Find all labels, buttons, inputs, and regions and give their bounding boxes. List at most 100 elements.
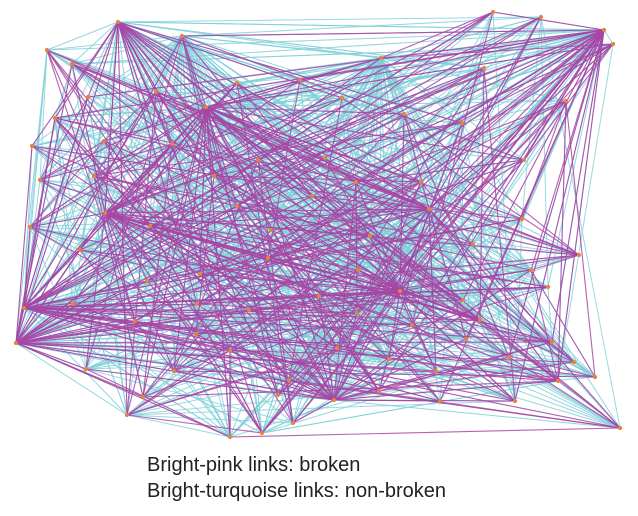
- broken-link: [229, 350, 335, 401]
- broken-link: [126, 106, 207, 416]
- broken-link: [134, 100, 567, 322]
- non-broken-link: [31, 29, 605, 147]
- non-broken-link: [355, 181, 390, 360]
- graph-node: [309, 193, 315, 199]
- graph-node: [13, 340, 19, 346]
- graph-node: [355, 267, 361, 273]
- broken-link: [267, 79, 301, 259]
- non-broken-link: [557, 43, 614, 382]
- graph-node: [69, 61, 75, 67]
- broken-link: [411, 324, 553, 343]
- broken-link: [54, 117, 290, 381]
- broken-link: [104, 97, 343, 214]
- broken-link: [530, 254, 580, 271]
- graph-node: [610, 41, 616, 47]
- broken-link: [181, 35, 313, 197]
- broken-link: [79, 249, 175, 372]
- graph-node: [83, 366, 89, 372]
- legend: Bright-pink links: broken Bright-turquoi…: [147, 452, 446, 504]
- graph-node: [234, 80, 240, 86]
- broken-link: [355, 181, 580, 256]
- graph-node: [144, 278, 150, 284]
- broken-link: [117, 21, 430, 210]
- broken-link: [104, 212, 559, 382]
- broken-link: [248, 29, 605, 311]
- broken-link: [428, 100, 567, 210]
- non-broken-link: [39, 179, 231, 438]
- broken-link: [23, 307, 413, 326]
- broken-link: [103, 91, 157, 142]
- non-broken-link: [104, 43, 614, 214]
- graph-node: [353, 179, 359, 185]
- broken-link: [181, 35, 215, 177]
- graph-node: [409, 322, 415, 328]
- network-graph: [13, 9, 623, 440]
- graph-node: [545, 284, 551, 290]
- graph-node: [519, 216, 525, 222]
- graph-node: [102, 210, 108, 216]
- broken-link: [23, 16, 542, 309]
- broken-link: [277, 67, 485, 396]
- broken-link: [318, 286, 549, 297]
- broken-link: [257, 11, 494, 161]
- non-broken-link: [341, 97, 532, 271]
- graph-node: [617, 425, 623, 431]
- non-broken-link: [547, 286, 553, 343]
- graph-node: [169, 141, 175, 147]
- graph-nodes: [13, 9, 623, 440]
- broken-link: [142, 113, 405, 398]
- non-broken-link: [411, 324, 596, 378]
- graph-node: [227, 434, 233, 440]
- graph-node: [386, 356, 392, 362]
- broken-link: [341, 97, 580, 256]
- broken-link: [229, 427, 621, 438]
- broken-link: [23, 280, 148, 309]
- graph-node: [115, 19, 121, 25]
- broken-link: [93, 175, 144, 398]
- non-broken-link: [380, 57, 463, 124]
- broken-link: [103, 57, 382, 142]
- broken-link: [93, 91, 157, 177]
- graph-node: [193, 331, 199, 337]
- graph-node: [401, 111, 407, 117]
- non-broken-link: [15, 342, 279, 396]
- broken-link: [103, 140, 263, 434]
- graph-node: [147, 223, 153, 229]
- graph-node: [538, 14, 544, 20]
- broken-link: [155, 91, 263, 434]
- broken-link: [23, 218, 523, 309]
- broken-link: [521, 100, 567, 220]
- broken-link: [29, 226, 335, 401]
- graph-node: [27, 224, 33, 230]
- broken-link: [173, 370, 335, 401]
- broken-link: [205, 106, 231, 438]
- non-broken-link: [39, 49, 48, 181]
- graph-node: [179, 33, 185, 39]
- graph-node: [255, 157, 261, 163]
- broken-link: [355, 159, 525, 183]
- broken-link: [23, 91, 157, 309]
- broken-link: [39, 140, 105, 181]
- broken-link: [508, 29, 605, 358]
- broken-link: [369, 235, 559, 382]
- graph-node: [481, 65, 487, 71]
- broken-link: [142, 229, 272, 398]
- graph-node: [259, 430, 265, 436]
- broken-link: [23, 57, 382, 309]
- non-broken-link: [181, 16, 542, 37]
- broken-link: [126, 91, 157, 416]
- broken-link: [155, 91, 357, 183]
- broken-link: [15, 342, 231, 438]
- broken-link: [23, 29, 605, 309]
- graph-node: [246, 307, 252, 313]
- broken-link: [104, 212, 371, 237]
- broken-link: [399, 113, 405, 292]
- graph-node: [290, 420, 296, 426]
- graph-node: [470, 241, 476, 247]
- graph-node: [418, 179, 424, 185]
- broken-link: [205, 106, 405, 115]
- graph-node: [376, 388, 382, 394]
- graph-node: [234, 203, 240, 209]
- graph-node: [52, 115, 58, 121]
- non-broken-link: [479, 29, 605, 321]
